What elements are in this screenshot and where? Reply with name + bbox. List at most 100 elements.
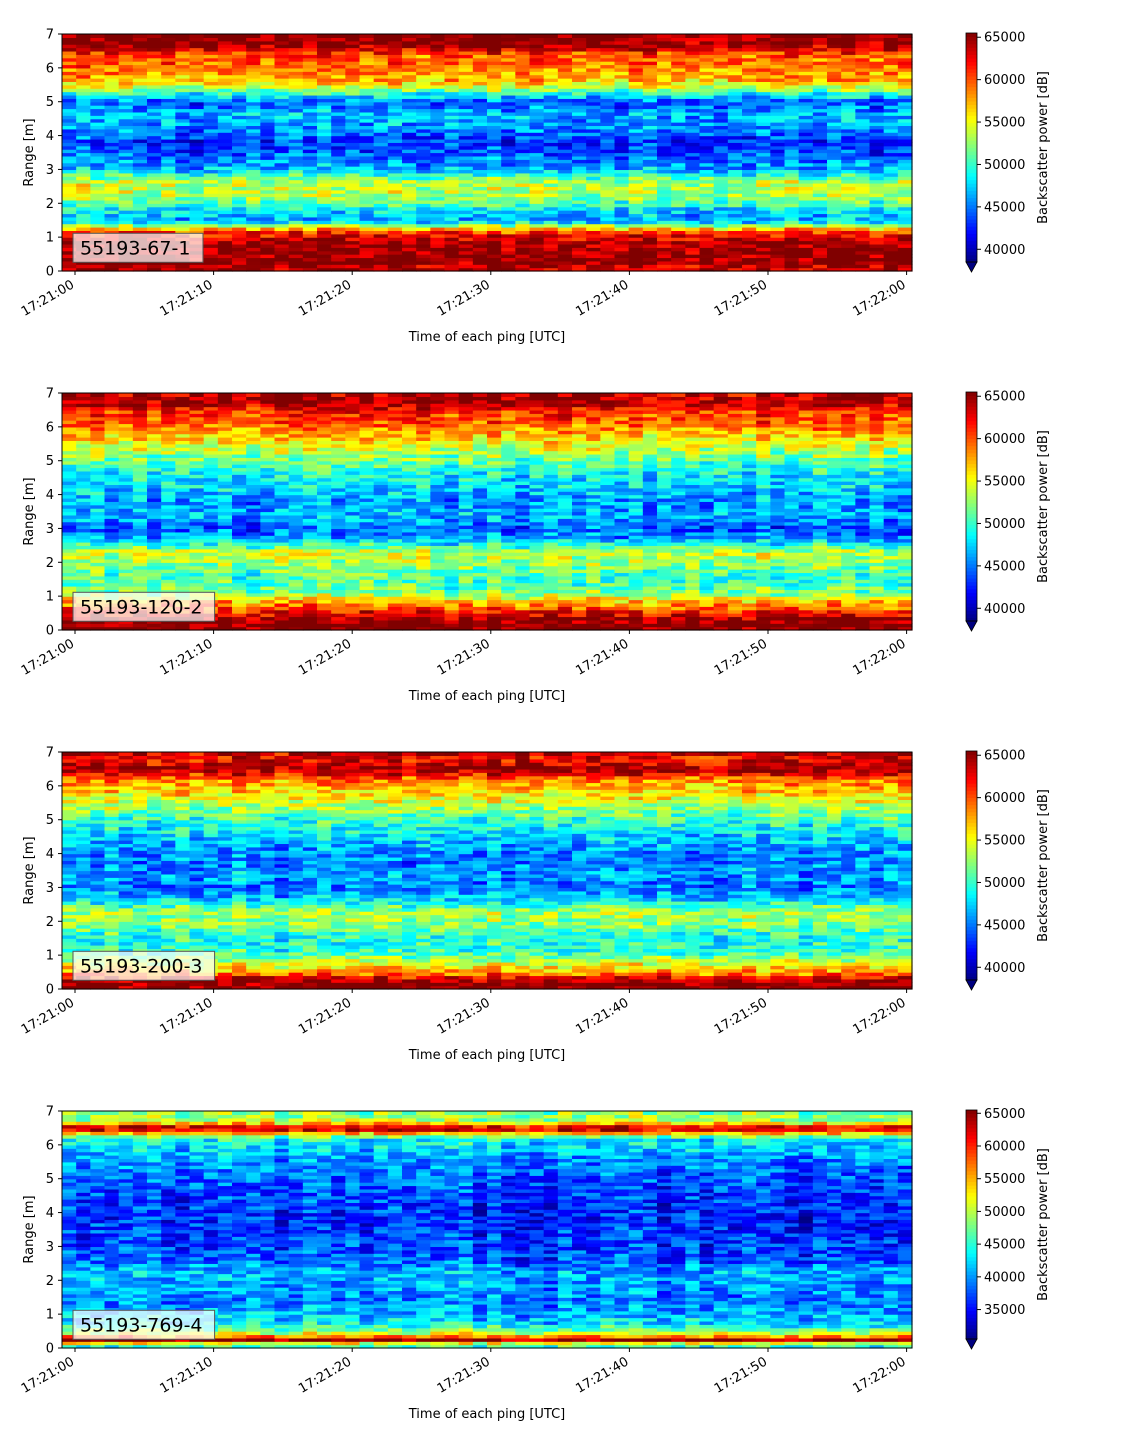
heatmap-cell: [812, 230, 828, 235]
heatmap-cell: [444, 189, 460, 194]
heatmap-cell: [132, 169, 148, 174]
heatmap-cell: [90, 193, 106, 198]
heatmap-cell: [175, 213, 191, 218]
heatmap-cell: [742, 206, 757, 211]
heatmap-cell: [416, 193, 431, 198]
heatmap-cell: [118, 179, 134, 184]
heatmap-cell: [203, 250, 219, 255]
heatmap-cell: [132, 260, 148, 265]
heatmap-cell: [827, 172, 842, 177]
heatmap-cell: [827, 230, 842, 235]
heatmap-cell: [543, 247, 559, 252]
heatmap-cell: [529, 264, 545, 269]
heatmap-cell: [203, 267, 219, 272]
heatmap-cell: [529, 172, 545, 177]
heatmap-cell: [302, 240, 318, 245]
heatmap-cell: [373, 237, 389, 242]
heatmap-cell: [657, 216, 672, 221]
heatmap-cell: [628, 203, 644, 208]
heatmap-cell: [572, 247, 587, 252]
heatmap-cell: [742, 172, 757, 177]
heatmap-cell: [897, 169, 913, 174]
heatmap-cell: [827, 264, 842, 269]
heatmap-cell: [416, 176, 431, 181]
heatmap-cell: [869, 166, 885, 171]
heatmap-cell: [841, 223, 856, 228]
heatmap-cell: [671, 220, 686, 225]
heatmap-cell: [317, 169, 332, 174]
heatmap-cell: [671, 237, 686, 242]
heatmap-cell: [274, 162, 290, 167]
heatmap-cell: [217, 226, 233, 231]
heatmap-cell: [189, 186, 205, 191]
heatmap-cell: [161, 230, 176, 235]
heatmap-cell: [798, 203, 814, 208]
heatmap-cell: [501, 247, 516, 252]
heatmap-cell: [529, 34, 545, 38]
heatmap-cell: [161, 159, 176, 164]
heatmap-cell: [472, 189, 488, 194]
heatmap-cell: [784, 182, 800, 187]
heatmap-cell: [189, 172, 205, 177]
heatmap-cell: [770, 176, 786, 181]
heatmap-cell: [76, 220, 91, 225]
heatmap-cell: [203, 247, 219, 252]
heatmap-cell: [501, 216, 516, 221]
heatmap-cell: [430, 226, 446, 231]
heatmap-cell: [501, 189, 516, 194]
heatmap-cell: [642, 193, 658, 198]
heatmap-cell: [317, 216, 332, 221]
colorbar-segment: [966, 40, 977, 45]
heatmap-cell: [246, 254, 261, 259]
heatmap-cell: [161, 176, 176, 181]
heatmap-cell: [798, 240, 814, 245]
heatmap-cell: [472, 166, 488, 171]
heatmap-cell: [359, 226, 375, 231]
heatmap-cell: [543, 199, 559, 204]
heatmap-cell: [444, 230, 460, 235]
heatmap-cell: [274, 193, 290, 198]
heatmap-cell: [557, 179, 573, 184]
heatmap-cell: [798, 267, 814, 272]
colorbar-segment: [966, 33, 977, 38]
heatmap-cell: [175, 159, 191, 164]
heatmap-cell: [812, 189, 828, 194]
heatmap-cell: [883, 216, 899, 221]
heatmap-cell: [302, 247, 318, 252]
heatmap-cell: [798, 220, 814, 225]
heatmap-cell: [416, 34, 431, 38]
heatmap-cell: [699, 267, 715, 272]
heatmap-cell: [331, 260, 346, 265]
heatmap-cell: [402, 240, 417, 245]
heatmap-cell: [373, 240, 389, 245]
heatmap-cell: [90, 223, 106, 228]
heatmap-cell: [246, 213, 261, 218]
heatmap-cell: [628, 193, 644, 198]
heatmap-cell: [883, 169, 899, 174]
heatmap-cell: [614, 213, 630, 218]
heatmap-cell: [387, 254, 403, 259]
colorbar-segment: [966, 104, 977, 109]
heatmap-cell: [713, 260, 729, 265]
heatmap-cell: [572, 233, 587, 238]
heatmap-cell: [586, 223, 601, 228]
colorbar-segment: [966, 143, 977, 148]
heatmap-cell: [713, 254, 729, 259]
heatmap-cell: [685, 196, 701, 201]
heatmap-cell: [756, 172, 771, 177]
heatmap-cell: [104, 264, 120, 269]
heatmap-cell: [756, 226, 771, 231]
heatmap-cell: [402, 166, 417, 171]
heatmap-cell: [529, 250, 545, 255]
heatmap-cell: [203, 226, 219, 231]
heatmap-cell: [657, 176, 672, 181]
heatmap-cell: [855, 250, 871, 255]
heatmap-cell: [246, 216, 261, 221]
heatmap-cell: [387, 233, 403, 238]
heatmap-cell: [458, 220, 474, 225]
heatmap-cell: [883, 230, 899, 235]
heatmap-cell: [685, 172, 701, 177]
heatmap-cell: [543, 176, 559, 181]
heatmap-cell: [699, 189, 715, 194]
panel-label-text: 55193-67-1: [80, 237, 190, 259]
